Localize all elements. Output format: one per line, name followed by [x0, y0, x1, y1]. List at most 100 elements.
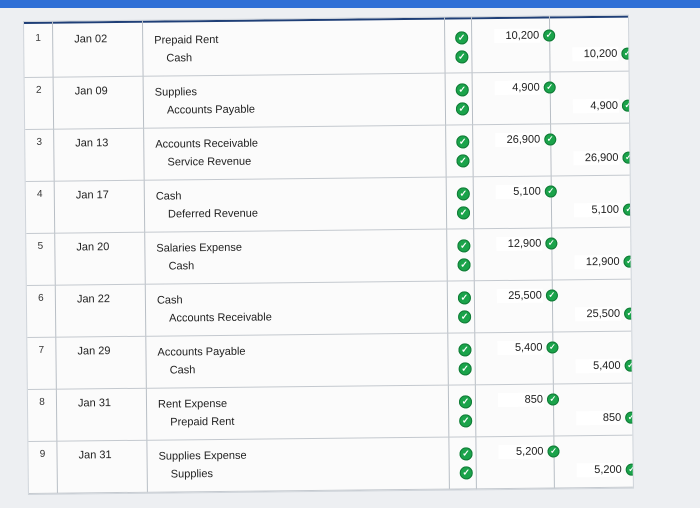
account-check-column: ✓ ✓: [458, 339, 472, 379]
credit-account-field[interactable]: Service Revenue: [167, 155, 252, 169]
check-circle-icon: ✓: [622, 203, 633, 216]
entry-number: 7: [38, 344, 45, 356]
journal-row: 1 Jan 02 Prepaid Rent Cash ✓ ✓ 10,200 ✓ 10,200 ✓: [24, 19, 633, 78]
account-check-column: ✓ ✓: [457, 287, 472, 327]
debit-amount-value: 10,200: [494, 28, 541, 44]
credit-amount[interactable]: 5,200 ✓: [576, 462, 633, 478]
debit-account-field[interactable]: Supplies Expense: [158, 449, 247, 463]
debit-account-field[interactable]: Rent Expense: [157, 397, 228, 411]
debit-account-field[interactable]: Cash: [155, 190, 182, 203]
check-circle-icon: ✓: [457, 239, 471, 253]
journal-row: 2 Jan 09 Supplies Accounts Payable ✓ ✓ 4,900 ✓ 4…: [24, 71, 633, 130]
check-circle-icon: ✓: [543, 29, 556, 42]
entry-date[interactable]: Jan 13: [75, 137, 109, 150]
entry-date[interactable]: Jan 31: [77, 397, 112, 410]
debit-amount[interactable]: 5,100 ✓: [495, 184, 557, 200]
credit-account-field[interactable]: Accounts Payable: [166, 103, 256, 117]
browser-top-strip: [0, 0, 700, 8]
check-circle-icon: ✓: [455, 83, 469, 97]
check-circle-icon: ✓: [455, 50, 469, 64]
credit-amount[interactable]: 5,100 ✓: [573, 202, 633, 218]
debit-account-field[interactable]: Cash: [156, 294, 183, 307]
account-check-column: ✓ ✓: [458, 391, 473, 431]
check-circle-icon: ✓: [621, 47, 633, 60]
journal-row: 5 Jan 20 Salaries Expense Cash ✓ ✓ 12,900 ✓ 12,9…: [26, 227, 633, 286]
entry-number: 9: [39, 448, 46, 460]
check-circle-icon: ✓: [545, 289, 558, 302]
entry-date[interactable]: Jan 02: [74, 33, 108, 46]
entry-date[interactable]: Jan 09: [74, 85, 108, 98]
check-circle-icon: ✓: [624, 359, 633, 372]
debit-amount[interactable]: 5,400 ✓: [497, 340, 559, 356]
debit-amount-value: 26,900: [495, 132, 542, 148]
debit-account-field[interactable]: Accounts Receivable: [155, 137, 259, 151]
check-circle-icon: ✓: [458, 310, 472, 324]
credit-account-field[interactable]: Prepaid Rent: [170, 415, 235, 429]
debit-account-field[interactable]: Supplies: [154, 86, 198, 99]
credit-amount-value: 10,200: [572, 46, 619, 62]
check-circle-icon: ✓: [457, 258, 471, 272]
credit-amount-value: 12,900: [574, 254, 621, 270]
journal-row: 8 Jan 31 Rent Expense Prepaid Rent ✓ ✓ 850 ✓ 850…: [27, 383, 633, 442]
entry-number: 8: [39, 396, 45, 408]
check-circle-icon: ✓: [625, 463, 633, 476]
check-circle-icon: ✓: [621, 99, 633, 112]
entry-date[interactable]: Jan 17: [75, 189, 109, 202]
credit-amount[interactable]: 10,200 ✓: [572, 46, 633, 62]
credit-amount[interactable]: 26,900 ✓: [573, 150, 633, 166]
check-circle-icon: ✓: [543, 81, 556, 94]
check-circle-icon: ✓: [546, 393, 560, 406]
check-circle-icon: ✓: [457, 291, 471, 305]
credit-amount-value: 25,500: [575, 306, 622, 322]
check-circle-icon: ✓: [544, 185, 557, 198]
account-check-column: ✓ ✓: [456, 183, 471, 223]
credit-amount-value: 5,200: [576, 462, 623, 478]
account-check-column: ✓ ✓: [459, 443, 473, 483]
journal-row: 3 Jan 13 Accounts Receivable Service Revenu…: [25, 123, 633, 182]
debit-amount-value: 12,900: [496, 236, 543, 252]
account-check-column: ✓ ✓: [457, 235, 471, 275]
debit-amount-value: 850: [497, 392, 545, 408]
check-circle-icon: ✓: [544, 133, 557, 146]
credit-amount[interactable]: 850 ✓: [576, 410, 633, 426]
check-circle-icon: ✓: [455, 31, 469, 45]
debit-amount-value: 4,900: [494, 80, 541, 96]
check-circle-icon: ✓: [546, 341, 559, 354]
entry-number: 4: [36, 188, 43, 200]
check-circle-icon: ✓: [545, 237, 558, 250]
debit-amount[interactable]: 10,200 ✓: [494, 28, 556, 44]
credit-amount[interactable]: 5,400 ✓: [575, 358, 633, 374]
entry-date[interactable]: Jan 31: [78, 449, 112, 462]
check-circle-icon: ✓: [455, 102, 470, 116]
credit-account-field[interactable]: Supplies: [170, 468, 214, 481]
journal-entry-sheet: 1 Jan 02 Prepaid Rent Cash ✓ ✓ 10,200 ✓ 10,200 ✓ 2…: [24, 15, 633, 494]
entry-date[interactable]: Jan 22: [76, 293, 111, 306]
credit-account-field[interactable]: Cash: [169, 364, 196, 377]
credit-account-field[interactable]: Cash: [168, 260, 195, 273]
check-circle-icon: ✓: [456, 135, 470, 149]
account-check-column: ✓ ✓: [455, 27, 469, 67]
credit-amount[interactable]: 12,900 ✓: [574, 254, 633, 270]
debit-amount[interactable]: 25,500 ✓: [496, 288, 558, 304]
debit-amount[interactable]: 12,900 ✓: [496, 236, 558, 252]
debit-amount[interactable]: 4,900 ✓: [494, 80, 556, 96]
entry-number: 1: [35, 32, 42, 44]
credit-account-field[interactable]: Cash: [166, 52, 193, 65]
credit-amount[interactable]: 25,500 ✓: [575, 306, 633, 322]
credit-amount-value: 5,400: [575, 358, 622, 374]
debit-amount[interactable]: 850 ✓: [497, 392, 560, 408]
debit-account-field[interactable]: Accounts Payable: [157, 345, 246, 359]
check-circle-icon: ✓: [456, 206, 471, 220]
account-check-column: ✓ ✓: [455, 79, 470, 119]
credit-amount[interactable]: 4,900 ✓: [572, 98, 633, 114]
debit-amount[interactable]: 26,900 ✓: [495, 132, 557, 148]
credit-account-field[interactable]: Deferred Revenue: [167, 207, 258, 221]
credit-account-field[interactable]: Accounts Receivable: [169, 311, 272, 325]
check-circle-icon: ✓: [624, 307, 633, 320]
entry-date[interactable]: Jan 29: [77, 345, 111, 358]
credit-amount-value: 26,900: [573, 150, 620, 166]
debit-amount[interactable]: 5,200 ✓: [498, 444, 560, 460]
debit-account-field[interactable]: Salaries Expense: [156, 241, 243, 255]
debit-account-field[interactable]: Prepaid Rent: [154, 33, 219, 47]
entry-date[interactable]: Jan 20: [76, 241, 110, 254]
